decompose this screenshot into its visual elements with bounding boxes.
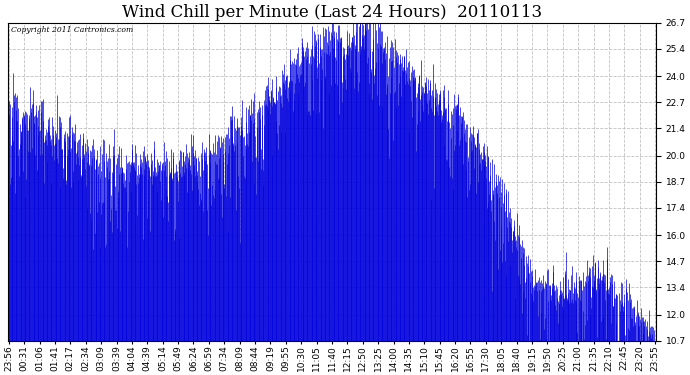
- Text: Copyright 2011 Cartronics.com: Copyright 2011 Cartronics.com: [11, 26, 133, 34]
- Title: Wind Chill per Minute (Last 24 Hours)  20110113: Wind Chill per Minute (Last 24 Hours) 20…: [122, 4, 542, 21]
